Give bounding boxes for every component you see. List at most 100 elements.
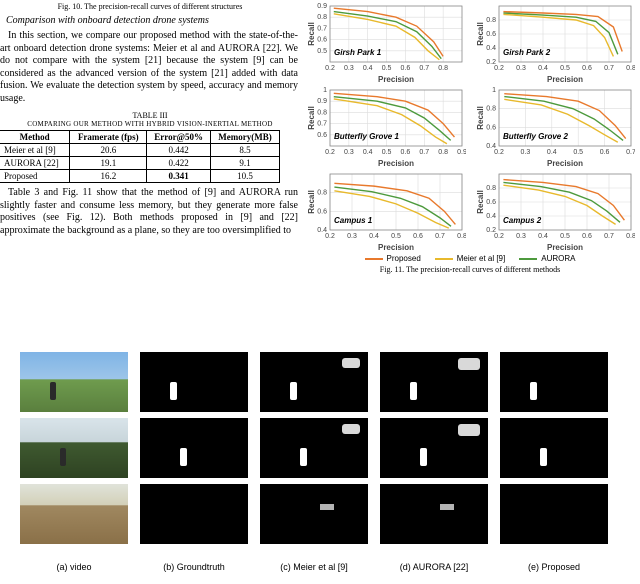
pr-chart-girsh-park-2: 0.20.30.40.50.60.70.80.20.40.60.8Precisi… (475, 2, 636, 84)
svg-text:Precision: Precision (547, 243, 583, 252)
thumb-mask (500, 484, 608, 544)
svg-text:0.3: 0.3 (516, 233, 526, 240)
thumb-mask (380, 352, 488, 412)
svg-text:1: 1 (323, 87, 327, 94)
svg-text:0.5: 0.5 (382, 65, 392, 72)
thumb-mask (500, 418, 608, 478)
comparison-table: Method Framerate (fps) Error@50% Memory(… (0, 130, 280, 183)
thumb-mask (260, 484, 368, 544)
table-row: Meier et al [9] 20.6 0.442 8.5 (0, 144, 280, 157)
legend-proposed: Proposed (365, 254, 421, 263)
thumb-row (20, 352, 608, 412)
svg-text:0.3: 0.3 (344, 65, 354, 72)
th-error: Error@50% (147, 131, 211, 144)
fig11-caption: Fig. 11. The precision-recall curves of … (300, 265, 640, 274)
svg-text:0.7: 0.7 (604, 65, 614, 72)
legend-aurora: AURORA (519, 254, 575, 263)
table-header-row: Method Framerate (fps) Error@50% Memory(… (0, 131, 280, 144)
svg-text:0.6: 0.6 (413, 233, 423, 240)
svg-text:0.7: 0.7 (317, 121, 327, 128)
svg-text:0.8: 0.8 (317, 190, 327, 197)
svg-text:0.2: 0.2 (325, 65, 335, 72)
svg-text:Recall: Recall (307, 190, 316, 214)
svg-text:0.2: 0.2 (486, 59, 496, 66)
svg-text:Recall: Recall (476, 22, 485, 46)
svg-text:0.7: 0.7 (435, 233, 445, 240)
svg-text:0.2: 0.2 (325, 233, 335, 240)
svg-text:0.6: 0.6 (600, 149, 610, 156)
svg-text:0.5: 0.5 (560, 233, 570, 240)
svg-text:0.8: 0.8 (457, 233, 466, 240)
svg-text:0.6: 0.6 (582, 233, 592, 240)
svg-text:0.2: 0.2 (494, 65, 504, 72)
svg-text:0.6: 0.6 (317, 37, 327, 44)
svg-text:0.4: 0.4 (369, 233, 379, 240)
thumb-row (20, 484, 608, 544)
th-memory: Memory(MB) (210, 131, 279, 144)
pr-chart-butterfly-grove-2: 0.20.30.40.50.60.70.40.60.81PrecisionRec… (475, 86, 636, 168)
legend-line-aurora (519, 258, 537, 260)
thumb-mask (260, 418, 368, 478)
svg-text:0.4: 0.4 (486, 213, 496, 220)
svg-text:Recall: Recall (307, 106, 316, 130)
left-column: Fig. 10. The precision-recall curves of … (0, 0, 300, 237)
svg-text:0.3: 0.3 (516, 65, 526, 72)
thumb-mask (140, 484, 248, 544)
legend-line-meier (435, 258, 453, 260)
svg-text:0.7: 0.7 (604, 233, 614, 240)
svg-text:0.8: 0.8 (626, 65, 635, 72)
svg-text:0.4: 0.4 (363, 149, 373, 156)
thumb-video (20, 352, 128, 412)
svg-text:0.6: 0.6 (486, 124, 496, 131)
table-row: Proposed 16.2 0.341 10.5 (0, 170, 280, 183)
svg-text:0.9: 0.9 (317, 98, 327, 105)
svg-text:0.9: 0.9 (457, 149, 466, 156)
pr-chart-campus-2: 0.20.30.40.50.60.70.80.20.40.60.8Precisi… (475, 170, 636, 252)
thumb-mask (260, 352, 368, 412)
thumb-mask (380, 484, 488, 544)
svg-text:Recall: Recall (476, 106, 485, 130)
svg-text:Precision: Precision (378, 159, 414, 168)
svg-text:Recall: Recall (476, 190, 485, 214)
svg-text:0.5: 0.5 (382, 149, 392, 156)
svg-text:0.4: 0.4 (547, 149, 557, 156)
svg-text:0.2: 0.2 (486, 227, 496, 234)
svg-text:0.8: 0.8 (486, 17, 496, 24)
svg-text:0.4: 0.4 (317, 227, 327, 234)
svg-text:Precision: Precision (547, 75, 583, 84)
svg-text:Precision: Precision (547, 159, 583, 168)
legend-line-proposed (365, 258, 383, 260)
fig10-caption: Fig. 10. The precision-recall curves of … (0, 2, 300, 11)
svg-text:0.6: 0.6 (401, 149, 411, 156)
svg-text:0.5: 0.5 (317, 48, 327, 55)
pr-chart-girsh-park-1: 0.20.30.40.50.60.70.80.50.60.70.80.9Prec… (306, 2, 467, 84)
table-title: COMPARING OUR METHOD WITH HYBRID VISION-… (0, 120, 300, 128)
svg-text:0.8: 0.8 (317, 14, 327, 21)
svg-text:0.7: 0.7 (419, 149, 429, 156)
thumbnail-column-labels: (a) video (b) Groundtruth (c) Meier et a… (20, 562, 608, 572)
svg-text:0.4: 0.4 (486, 143, 496, 150)
right-column: 0.2 0.3 0.4 0.5 0.6 0.7 0.8 0.5 0.6 0.7 0.8 0.9 Prec… (300, 0, 640, 276)
svg-text:0.2: 0.2 (494, 233, 504, 240)
svg-text:0.7: 0.7 (317, 25, 327, 32)
thumb-mask (140, 418, 248, 478)
svg-text:Precision: Precision (378, 243, 414, 252)
svg-text:0.7: 0.7 (419, 65, 429, 72)
svg-text:0.4: 0.4 (538, 233, 548, 240)
chart-grid: 0.2 0.3 0.4 0.5 0.6 0.7 0.8 0.5 0.6 0.7 0.8 0.9 Prec… (300, 0, 640, 252)
svg-text:0.6: 0.6 (317, 132, 327, 139)
table-row: AURORA [22] 19.1 0.422 9.1 (0, 157, 280, 170)
svg-text:1: 1 (492, 87, 496, 94)
svg-text:0.5: 0.5 (573, 149, 583, 156)
thumb-video (20, 418, 128, 478)
svg-text:0.2: 0.2 (325, 149, 335, 156)
thumb-mask (500, 352, 608, 412)
svg-text:0.5: 0.5 (391, 233, 401, 240)
table-number: TABLE III (0, 111, 300, 120)
chart-legend: Proposed Meier et al [9] AURORA (300, 254, 640, 263)
svg-text:0.3: 0.3 (521, 149, 531, 156)
legend-meier: Meier et al [9] (435, 254, 505, 263)
svg-text:0.8: 0.8 (438, 65, 448, 72)
svg-text:0.6: 0.6 (401, 65, 411, 72)
svg-text:0.2: 0.2 (494, 149, 504, 156)
